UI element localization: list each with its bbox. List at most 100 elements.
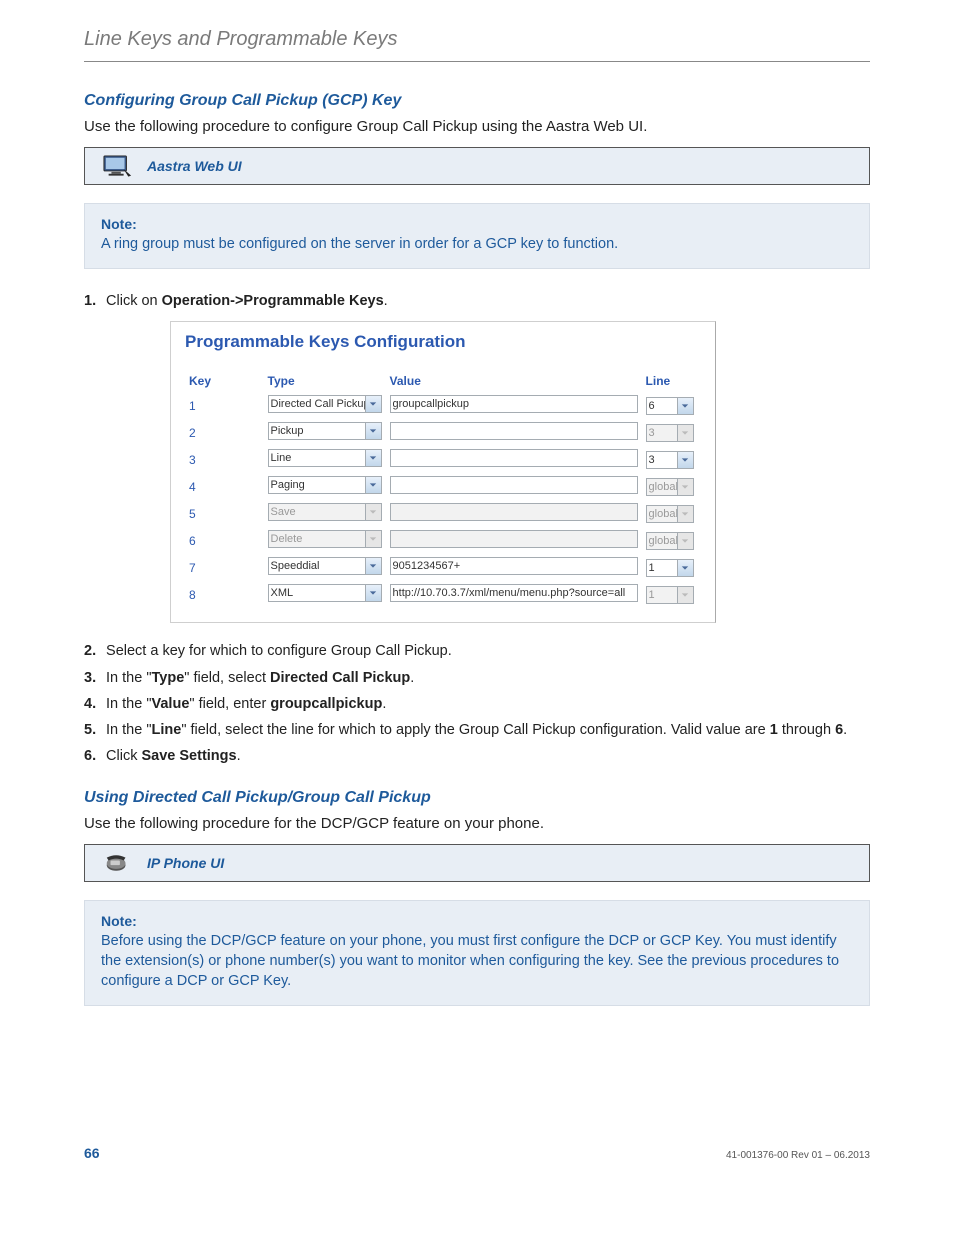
steps-list-1: 1. Click on Operation->Programmable Keys…: [84, 291, 870, 311]
ip-phone-ui-box: IP Phone UI: [84, 844, 870, 882]
value-input[interactable]: [390, 449, 638, 467]
key-cell: 3: [185, 446, 264, 473]
aastra-web-ui-box: Aastra Web UI: [84, 147, 870, 185]
step-bold: 6: [835, 722, 843, 738]
type-cell: Paging: [264, 473, 386, 500]
chevron-down-icon: [365, 450, 381, 466]
step-text: " field, select: [184, 670, 270, 686]
line-cell: 3: [642, 419, 701, 446]
step-bold: groupcallpickup: [270, 696, 382, 712]
chevron-down-icon: [677, 560, 693, 576]
value-input[interactable]: http://10.70.3.7/xml/menu/menu.php?sourc…: [390, 584, 638, 602]
table-row: 6Deleteglobal: [185, 527, 701, 554]
key-cell: 1: [185, 392, 264, 419]
section-intro-gcp: Use the following procedure to configure…: [84, 118, 870, 135]
note-box-1: Note: A ring group must be configured on…: [84, 203, 870, 269]
step-num: 5.: [84, 720, 102, 740]
note1-title: Note:: [101, 216, 853, 232]
type-select[interactable]: Speeddial: [268, 557, 382, 575]
type-cell: XML: [264, 581, 386, 608]
step-bold: Value: [152, 696, 190, 712]
step-5: 5. In the "Line" field, select the line …: [84, 720, 870, 740]
step-4: 4. In the "Value" field, enter groupcall…: [84, 694, 870, 714]
column-header-value: Value: [386, 370, 642, 392]
step-text: .: [843, 722, 847, 738]
line-select[interactable]: 3: [646, 451, 694, 469]
section-heading-dcp: Using Directed Call Pickup/Group Call Pi…: [84, 789, 870, 807]
section-intro-dcp: Use the following procedure for the DCP/…: [84, 815, 870, 832]
step-bold: Save Settings: [141, 748, 236, 764]
step-bold: 1: [770, 722, 778, 738]
step-3: 3. In the "Type" field, select Directed …: [84, 668, 870, 688]
value-cell: [386, 527, 642, 554]
line-cell: global: [642, 527, 701, 554]
step-2: 2. Select a key for which to configure G…: [84, 641, 870, 661]
step-bold: Line: [152, 722, 182, 738]
steps-list-2: 2. Select a key for which to configure G…: [84, 641, 870, 766]
page-header-breadcrumb: Line Keys and Programmable Keys: [84, 28, 870, 61]
line-select: 3: [646, 424, 694, 442]
line-cell: 3: [642, 446, 701, 473]
chevron-down-icon: [365, 396, 381, 412]
line-cell: global: [642, 500, 701, 527]
section-heading-gcp: Configuring Group Call Pickup (GCP) Key: [84, 92, 870, 110]
column-header-type: Type: [264, 370, 386, 392]
step-text: .: [237, 748, 241, 764]
footer-page-number: 66: [84, 1145, 100, 1161]
table-row: 2Pickup3: [185, 419, 701, 446]
note1-body: A ring group must be configured on the s…: [101, 234, 853, 254]
ip-phone-ui-label: IP Phone UI: [147, 855, 224, 871]
monitor-icon: [103, 154, 133, 178]
value-cell: [386, 500, 642, 527]
chevron-down-icon: [365, 585, 381, 601]
column-header-line: Line: [642, 370, 701, 392]
value-input: [390, 530, 638, 548]
chevron-down-icon: [677, 587, 693, 603]
chevron-down-icon: [677, 425, 693, 441]
step-num: 4.: [84, 694, 102, 714]
type-select: Delete: [268, 530, 382, 548]
type-cell: Pickup: [264, 419, 386, 446]
type-select[interactable]: Pickup: [268, 422, 382, 440]
line-cell: 6: [642, 392, 701, 419]
step-6: 6. Click Save Settings.: [84, 746, 870, 766]
programmable-keys-table: Key Type Value Line 1Directed Call Picku…: [185, 370, 701, 608]
step-num: 2.: [84, 641, 102, 661]
key-cell: 5: [185, 500, 264, 527]
type-select[interactable]: Line: [268, 449, 382, 467]
step-text: Click: [106, 748, 141, 764]
step-bold: Directed Call Pickup: [270, 670, 410, 686]
table-row: 3Line3: [185, 446, 701, 473]
step-text: .: [384, 293, 388, 309]
value-cell: [386, 419, 642, 446]
line-select[interactable]: 6: [646, 397, 694, 415]
step-text: In the ": [106, 696, 151, 712]
step-text: In the ": [106, 722, 151, 738]
key-cell: 7: [185, 554, 264, 581]
type-select[interactable]: Directed Call Pickup: [268, 395, 382, 413]
step-num: 6.: [84, 746, 102, 766]
type-select[interactable]: Paging: [268, 476, 382, 494]
footer-revision: 41-001376-00 Rev 01 – 06.2013: [726, 1150, 870, 1161]
table-row: 5Saveglobal: [185, 500, 701, 527]
type-cell: Directed Call Pickup: [264, 392, 386, 419]
chevron-down-icon: [677, 479, 693, 495]
header-rule: [84, 61, 870, 62]
type-select[interactable]: XML: [268, 584, 382, 602]
value-input[interactable]: [390, 422, 638, 440]
table-row: 1Directed Call Pickup groupcallpickup 6: [185, 392, 701, 419]
chevron-down-icon: [677, 533, 693, 549]
value-input[interactable]: 9051234567+: [390, 557, 638, 575]
phone-icon: [103, 851, 133, 875]
value-cell: 9051234567+: [386, 554, 642, 581]
aastra-web-ui-label: Aastra Web UI: [147, 158, 242, 174]
line-select: global: [646, 505, 694, 523]
type-cell: Line: [264, 446, 386, 473]
line-cell: global: [642, 473, 701, 500]
line-select[interactable]: 1: [646, 559, 694, 577]
value-input[interactable]: [390, 476, 638, 494]
step-text: .: [382, 696, 386, 712]
value-input[interactable]: groupcallpickup: [390, 395, 638, 413]
line-select: global: [646, 478, 694, 496]
value-cell: groupcallpickup: [386, 392, 642, 419]
